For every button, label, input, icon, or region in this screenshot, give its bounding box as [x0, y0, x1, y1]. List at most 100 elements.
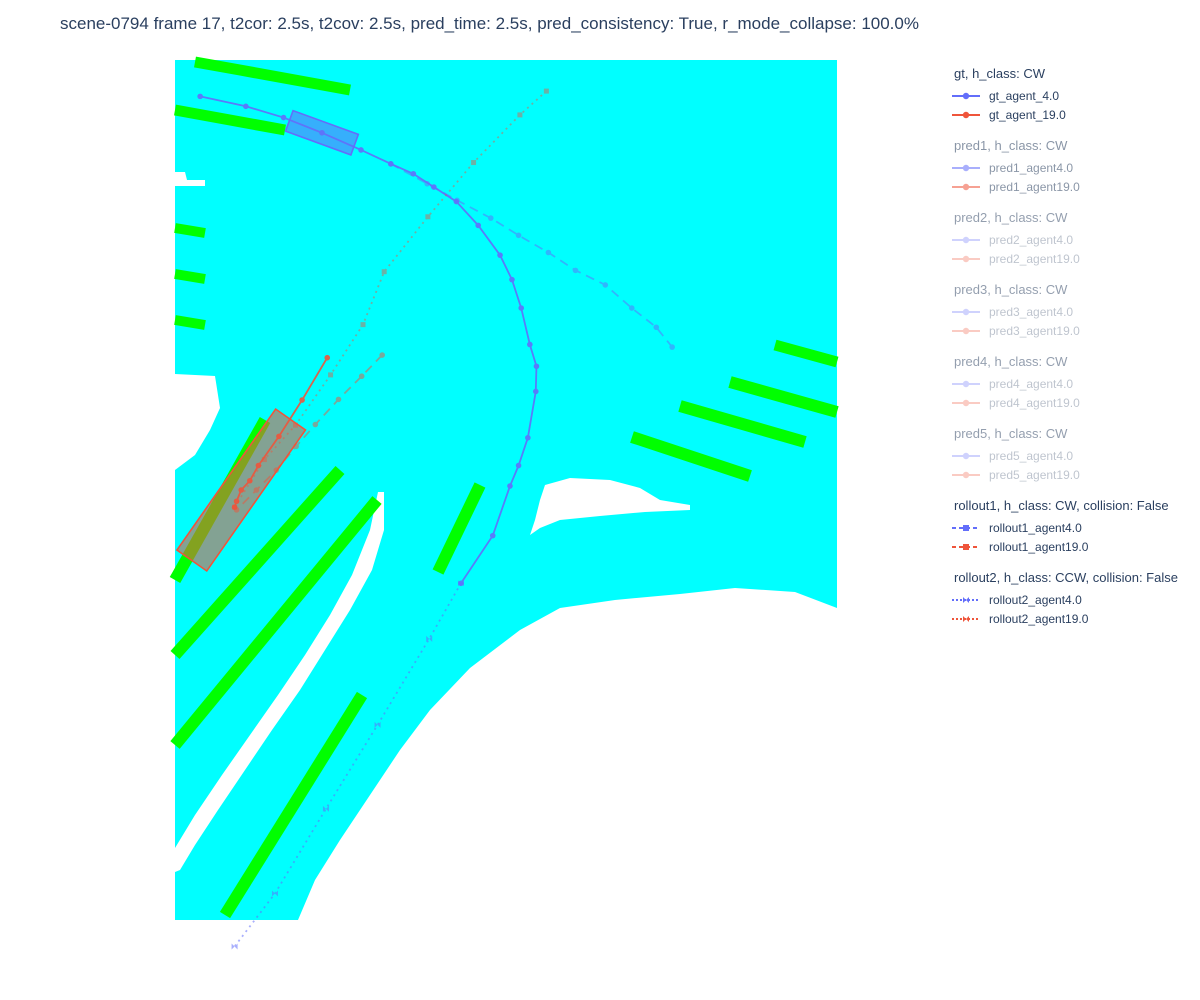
- legend-item[interactable]: pred2_agent4.0: [950, 230, 1195, 249]
- data-point: [233, 498, 240, 505]
- legend-group: pred3, h_class: CW pred3_agent4.0 pred3_ag…: [950, 282, 1195, 340]
- data-point: [517, 112, 523, 118]
- data-point: [280, 114, 287, 121]
- legend-item[interactable]: pred5_agent4.0: [950, 446, 1195, 465]
- data-point: [233, 507, 240, 513]
- legend-item[interactable]: rollout2_agent4.0: [950, 590, 1195, 609]
- data-point: [515, 232, 522, 239]
- legend-item[interactable]: pred2_agent19.0: [950, 249, 1195, 268]
- legend-item-label: rollout2_agent19.0: [989, 611, 1089, 626]
- legend-item[interactable]: pred4_agent4.0: [950, 374, 1195, 393]
- data-point: [319, 129, 325, 136]
- data-point: [276, 433, 282, 440]
- legend-item[interactable]: gt_agent_19.0: [950, 105, 1195, 124]
- data-point: [454, 197, 460, 204]
- legend-group: pred2, h_class: CW pred2_agent4.0 pred2_ag…: [950, 210, 1195, 268]
- data-point: [247, 477, 253, 484]
- lane-divider: [174, 315, 206, 330]
- data-point: [669, 344, 675, 350]
- lane-divider: [174, 104, 286, 136]
- series-line: [233, 582, 462, 948]
- legend-item-label: gt_agent_4.0: [989, 88, 1060, 103]
- lane-divider: [773, 339, 839, 368]
- legend-item[interactable]: pred3_agent4.0: [950, 302, 1195, 321]
- legend-item-label: gt_agent_19.0: [989, 107, 1066, 122]
- offroad-right-island: [530, 478, 690, 535]
- series-rollout2-agent4-0: [231, 580, 464, 950]
- legend[interactable]: gt, h_class: CW gt_agent_4.0 gt_agent_19.0…: [950, 66, 1195, 642]
- legend-item-label: pred1_agent19.0: [989, 179, 1080, 194]
- offroad-left-top: [175, 172, 205, 186]
- data-point: [457, 580, 464, 587]
- lane-divider: [170, 496, 382, 749]
- chart-title: scene-0794 frame 17, t2cor: 2.5s, t2cov:…: [60, 14, 919, 33]
- legend-item[interactable]: pred1_agent4.0: [950, 158, 1195, 177]
- legend-group-title: rollout1, h_class: CW, collision: False: [954, 498, 1169, 513]
- data-point: [497, 252, 503, 258]
- legend-item[interactable]: rollout2_agent19.0: [950, 609, 1195, 628]
- legend-item-label: pred3_agent19.0: [989, 323, 1080, 338]
- data-point: [253, 487, 260, 493]
- series-pred1-agent4-0: [388, 161, 675, 350]
- data-point: [299, 397, 305, 403]
- legend-group-title: pred3, h_class: CW: [954, 282, 1068, 297]
- legend-item[interactable]: pred1_agent19.0: [950, 177, 1195, 196]
- legend-swatch-icon: [952, 615, 980, 622]
- legend-swatch-icon: [952, 164, 980, 171]
- legend-item[interactable]: pred4_agent19.0: [950, 393, 1195, 412]
- legend-group: rollout2, h_class: CCW, collision: False…: [950, 570, 1195, 628]
- legend-swatch-icon: [952, 399, 980, 406]
- legend-swatch-icon: [952, 471, 980, 478]
- data-point: [426, 635, 433, 642]
- data-point: [261, 457, 267, 463]
- legend-swatch-icon: [952, 111, 980, 118]
- legend-group: pred4, h_class: CW pred4_agent4.0 pred4_ag…: [950, 354, 1195, 412]
- legend-item[interactable]: pred5_agent19.0: [950, 465, 1195, 484]
- data-point: [515, 462, 522, 469]
- data-point: [543, 88, 549, 94]
- lane-divider: [678, 400, 807, 448]
- data-point: [231, 943, 238, 950]
- legend-item[interactable]: pred3_agent19.0: [950, 321, 1195, 340]
- data-point: [509, 276, 515, 283]
- data-point: [602, 282, 609, 288]
- legend-swatch-icon: [952, 92, 980, 99]
- data-point: [425, 214, 431, 220]
- data-point: [243, 103, 249, 110]
- legend-group: gt, h_class: CW gt_agent_4.0 gt_agent_19.0: [950, 66, 1195, 124]
- data-point: [471, 160, 477, 166]
- legend-item-label: pred4_agent4.0: [989, 376, 1074, 391]
- legend-item[interactable]: rollout1_agent4.0: [950, 518, 1195, 537]
- legend-swatch-icon: [952, 183, 980, 190]
- legend-item-label: pred5_agent19.0: [989, 467, 1080, 482]
- lane-divider: [432, 482, 486, 575]
- data-point: [487, 215, 494, 221]
- data-point: [312, 421, 319, 428]
- legend-group-title: pred4, h_class: CW: [954, 354, 1068, 369]
- legend-item-label: pred3_agent4.0: [989, 304, 1074, 319]
- legend-swatch-icon: [952, 524, 980, 531]
- data-point: [628, 305, 635, 311]
- data-point: [358, 147, 364, 153]
- lane-divider: [728, 376, 839, 418]
- data-point: [238, 487, 244, 493]
- data-point: [360, 322, 366, 328]
- legend-swatch-icon: [952, 327, 980, 334]
- legend-item[interactable]: rollout1_agent19.0: [950, 537, 1195, 556]
- lane-divider: [194, 56, 351, 96]
- offroad-center-strip: [175, 492, 384, 872]
- data-point: [533, 363, 540, 370]
- data-point: [525, 434, 531, 441]
- offroad-left-mid: [175, 374, 220, 470]
- data-point: [197, 93, 203, 100]
- data-point: [532, 388, 539, 395]
- legend-group-title: pred2, h_class: CW: [954, 210, 1068, 225]
- legend-item-label: pred5_agent4.0: [989, 448, 1074, 463]
- legend-group: rollout1, h_class: CW, collision: False r…: [950, 498, 1195, 556]
- series-pred1-agent19-0: [233, 352, 386, 513]
- data-point: [388, 161, 394, 167]
- data-point: [232, 504, 238, 510]
- legend-group-title: rollout2, h_class: CCW, collision: False: [954, 570, 1178, 585]
- legend-item[interactable]: gt_agent_4.0: [950, 86, 1195, 105]
